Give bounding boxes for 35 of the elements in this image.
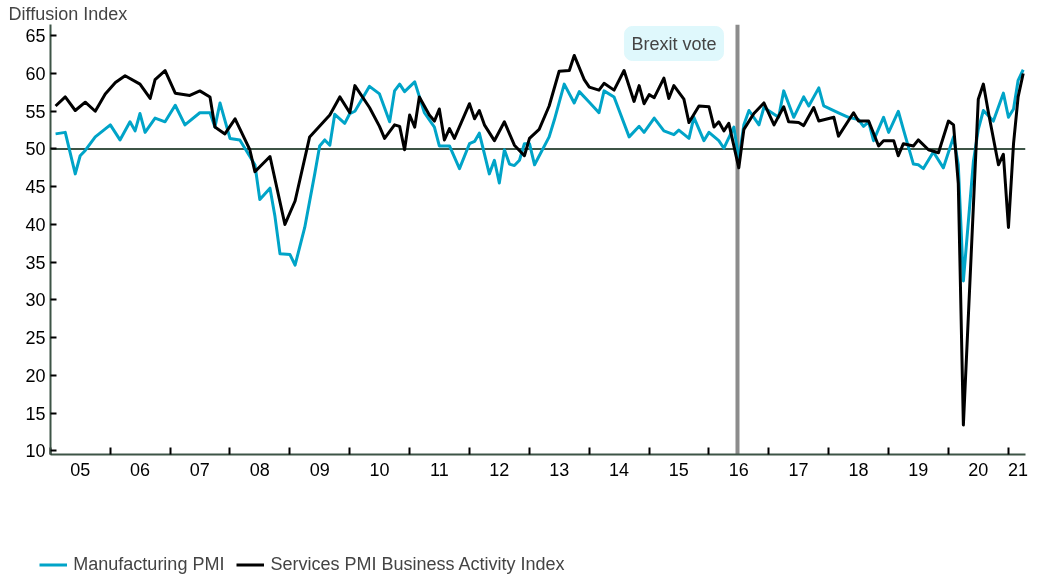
x-tick-label: 10 bbox=[369, 459, 390, 480]
line-series bbox=[54, 53, 1025, 427]
x-tick-label: 15 bbox=[668, 459, 689, 480]
x-tick-label: 06 bbox=[129, 459, 151, 480]
y-axis-title: Diffusion Index bbox=[8, 3, 128, 24]
y-tick-label: 10 bbox=[25, 441, 46, 462]
x-tick-label: 19 bbox=[908, 459, 929, 480]
y-tick-label: 40 bbox=[25, 214, 46, 235]
y-tick-label: 60 bbox=[25, 64, 46, 85]
y-tick-label: 20 bbox=[25, 365, 46, 386]
y-tick-label: 65 bbox=[25, 26, 46, 47]
x-tick-label: 17 bbox=[788, 459, 809, 480]
y-tick-label: 30 bbox=[25, 290, 46, 311]
legend-label: Services PMI Business Activity Index bbox=[270, 553, 565, 575]
y-tick-label: 35 bbox=[25, 252, 46, 273]
y-tick-label: 15 bbox=[25, 403, 46, 424]
x-tick-label: 16 bbox=[728, 459, 749, 480]
x-tick-label: 12 bbox=[489, 459, 510, 480]
y-tick-label: 55 bbox=[25, 101, 46, 122]
x-tick-label: 07 bbox=[189, 459, 210, 480]
x-tick-label: 09 bbox=[309, 459, 330, 480]
x-tick-label: 13 bbox=[549, 459, 570, 480]
y-tick-label: 25 bbox=[25, 328, 46, 349]
x-tick-label: 18 bbox=[848, 459, 869, 480]
x-tick-label: 08 bbox=[249, 459, 270, 480]
ref-line-label: Brexit vote bbox=[631, 33, 717, 54]
x-tick-label: 14 bbox=[608, 459, 629, 480]
y-tick-label: 50 bbox=[25, 139, 46, 160]
y-tick-label: 45 bbox=[25, 177, 46, 198]
line-series bbox=[54, 68, 1025, 283]
x-tick-label: 21 bbox=[1008, 459, 1029, 480]
x-tick-label: 20 bbox=[968, 459, 989, 480]
x-tick-label: 11 bbox=[429, 459, 449, 480]
legend-label: Manufacturing PMI bbox=[73, 553, 225, 575]
x-tick-label: 05 bbox=[70, 459, 91, 480]
